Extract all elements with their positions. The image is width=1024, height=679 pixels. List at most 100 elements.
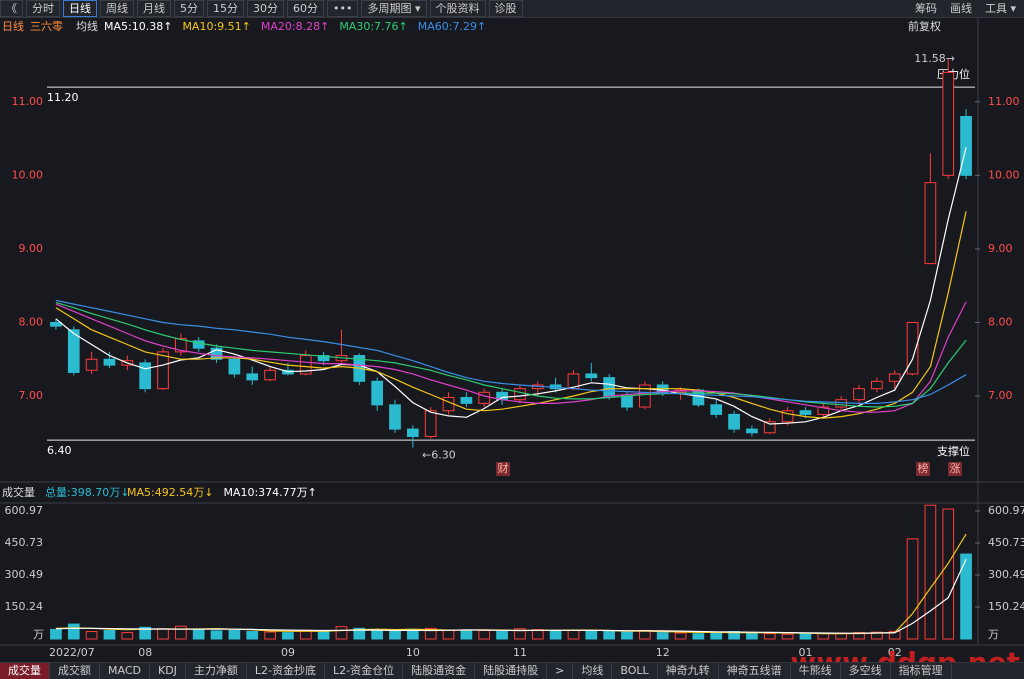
candle-body [157,351,169,390]
x-tick-label: 11 [513,646,527,659]
indicator-tab[interactable]: 多空线 [841,663,891,679]
volume-bar [282,632,294,640]
background [0,18,1024,662]
indicator-tab[interactable]: 陆股通持股 [475,663,548,679]
x-tick-label: 01 [799,646,813,659]
y-tick-label: 10.00 [988,168,1020,181]
period-label: 日线 [2,19,24,33]
ma-line [55,211,967,419]
indicator-tab[interactable]: 均线 [573,663,613,679]
volume-total: 总量:398.70万↓ [45,485,129,499]
ma-line [55,299,967,404]
candle-body [638,384,651,408]
reference-note: 支撑位 [937,444,970,458]
volume-bar [870,631,883,640]
indicator-tab[interactable]: 成交额 [50,663,100,679]
candle-body [621,395,633,408]
volume-bar [264,631,276,640]
toolbar-button[interactable]: 《 [0,0,23,17]
toolbar-button[interactable]: 多周期图 ▾ [361,0,427,17]
y-tick-label: 7.00 [19,389,44,402]
toolbar-button[interactable]: 5分 [174,0,204,17]
ma-label: 均线 [76,19,98,33]
candle-body [478,391,491,404]
candle-body [781,410,794,423]
candle-body [103,358,116,366]
y-tick-label: 11.00 [12,95,44,108]
toolbar-button[interactable]: 月线 [137,0,171,17]
volume-title: 成交量 [2,485,35,499]
volume-bar [496,631,508,640]
indicator-tab[interactable]: 神奇五线谱 [719,663,791,679]
adjust-label[interactable]: 前复权 [908,19,941,33]
y-tick-label: 11.00 [988,95,1020,108]
reference-label: 11.20 [47,91,79,104]
y-tick-label: 8.00 [988,315,1013,328]
volume-bar [514,628,526,640]
toolbar-button[interactable]: 画线 [949,2,972,15]
indicator-tab[interactable]: MACD [100,663,150,679]
volume-bar [389,631,401,640]
indicator-tab[interactable]: 指标管理 [891,663,952,679]
toolbar-button[interactable]: 分时 [26,0,60,17]
volume-bar [924,504,937,640]
reference-label: 6.40 [47,444,72,457]
toolbar-button[interactable]: 30分 [247,0,284,17]
candle-body [960,115,972,176]
indicator-tab[interactable]: 陆股通资金 [403,663,476,679]
indicator-tab[interactable]: BOLL [612,663,658,679]
indicator-tab[interactable]: L2-资金抄底 [247,663,326,679]
indicator-tab[interactable]: 主力净额 [186,663,247,679]
candle-body [299,355,312,375]
toolbar-button[interactable]: 周线 [100,0,134,17]
volume-bar [174,625,187,640]
volume-bar [746,632,758,640]
candle-body [371,380,384,406]
volume-bar [799,633,812,640]
x-tick-label: 08 [138,646,152,659]
indicator-tab[interactable]: 成交量 [0,663,50,679]
y-tick-label: 300.49 [5,568,44,581]
volume-bar [353,627,366,640]
indicator-tab[interactable]: KDJ [150,663,186,679]
indicator-tab[interactable]: 神奇九转 [658,663,719,679]
candle-body [870,380,883,390]
toolbar-button[interactable]: 60分 [287,0,324,17]
volume-bar [371,629,384,640]
volume-bar [906,538,919,640]
indicator-tab[interactable]: 牛熊线 [791,663,841,679]
toolbar-button[interactable]: 个股资料 [429,0,486,17]
x-tick-label: 12 [656,646,670,659]
x-tick-label: 10 [406,646,420,659]
legend-entry: MA20:8.28↑ [261,20,329,33]
candle-body [906,321,919,375]
volume-bar [692,633,705,640]
y-tick-label: 9.00 [19,242,44,255]
event-label: 财 [498,461,509,475]
volume-bar [763,633,776,640]
indicator-tab[interactable]: > [547,663,574,679]
candle-body [389,404,401,430]
candle-body [85,358,98,371]
toolbar-button[interactable]: 筹码 [914,2,937,15]
candle-body [228,358,241,375]
toolbar-button[interactable]: 工具 ▾ [984,2,1016,15]
candle-body [924,182,937,265]
candle-body [853,388,865,401]
toolbar-right: 筹码 画线 工具 ▾ [910,1,1024,16]
event-badge [916,462,930,476]
toolbar-button[interactable]: 15分 [207,0,244,17]
x-tick-label: 02 [888,646,902,659]
indicator-tab[interactable]: L2-资金仓位 [325,663,404,679]
y-tick-label: 8.00 [19,315,44,328]
y-tick-label: 150.24 [988,600,1024,613]
volume-bar [549,629,562,640]
x-tick-label: 2022/07 [49,646,95,659]
toolbar-button[interactable]: ••• [327,0,359,17]
toolbar-button[interactable]: 日线 [63,0,97,17]
candle-body [942,71,955,176]
y-tick-label: 600.97 [5,504,44,517]
toolbar-button[interactable]: 诊股 [488,0,523,17]
volume-bar [139,626,152,640]
